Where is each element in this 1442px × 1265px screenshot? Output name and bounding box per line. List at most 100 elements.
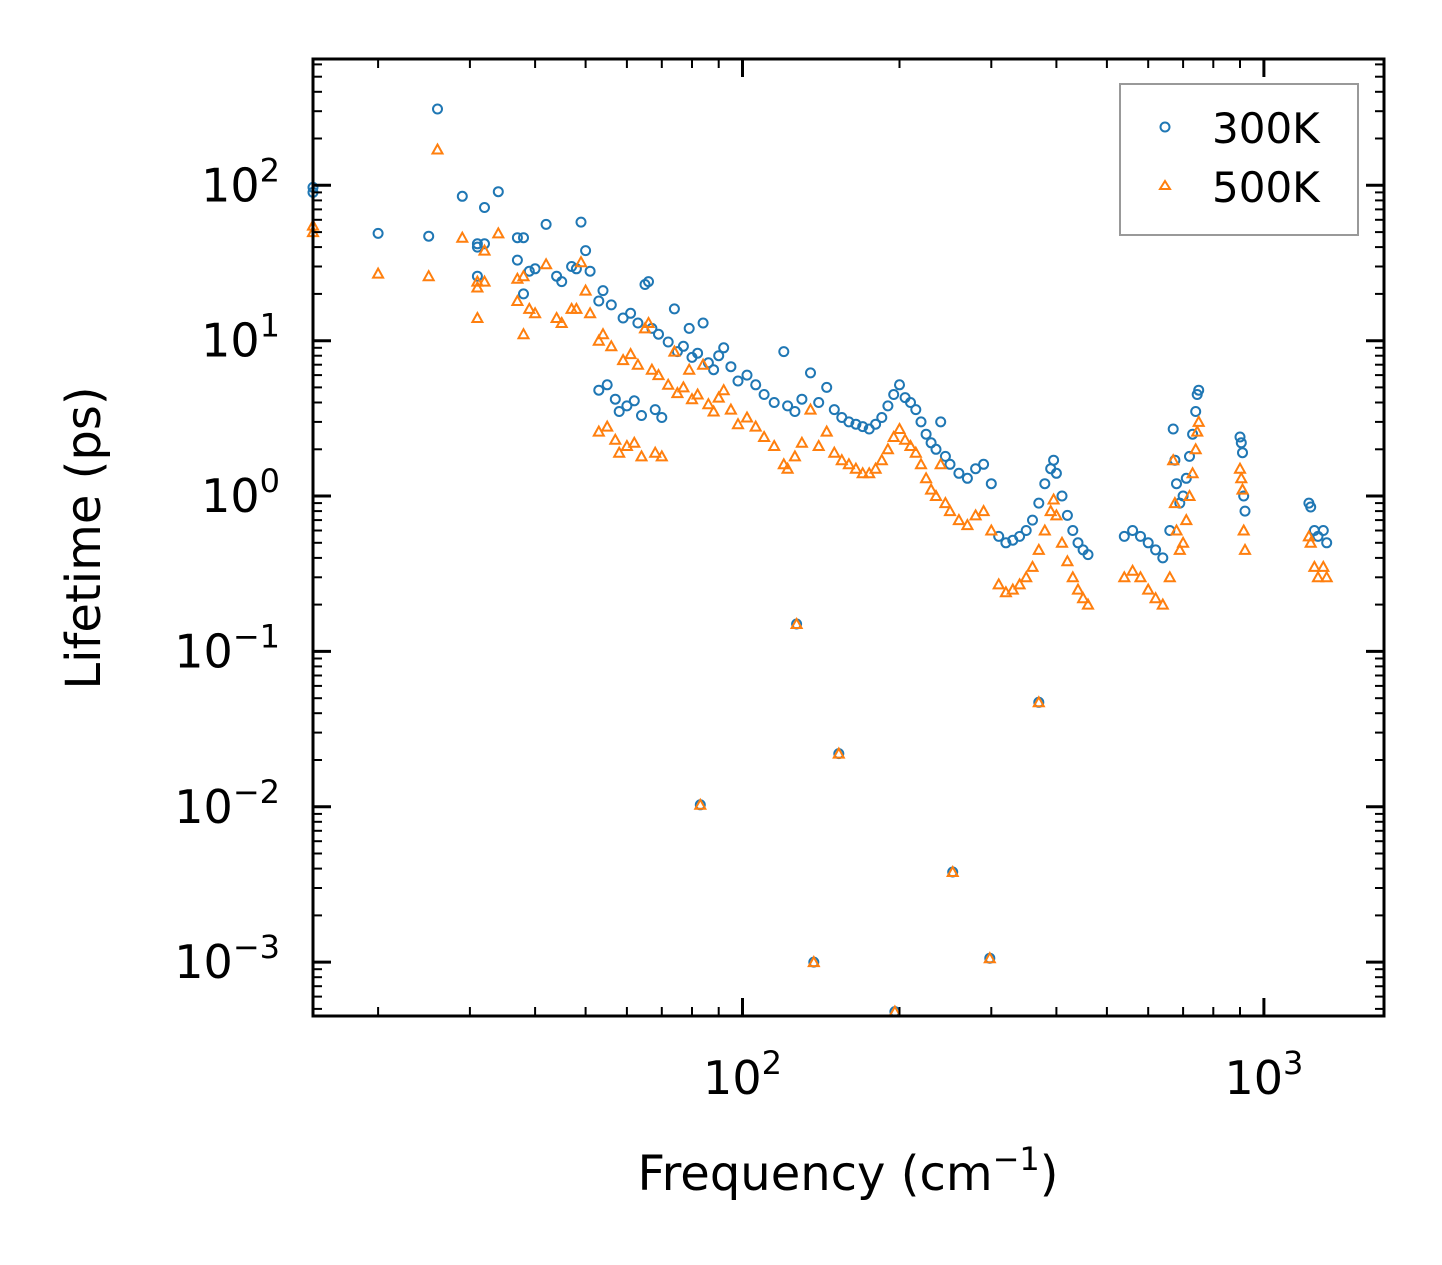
x-tick-label: 102 bbox=[703, 1044, 782, 1105]
point-500k-114 bbox=[1125, 563, 1140, 576]
point-300k-60 bbox=[750, 379, 762, 391]
point-300k-62 bbox=[768, 397, 780, 408]
point-300k-101 bbox=[1027, 514, 1038, 526]
point-500k-61 bbox=[757, 429, 771, 442]
point-500k-117 bbox=[1148, 591, 1163, 604]
point-500k-76 bbox=[868, 461, 883, 474]
point-500k-65 bbox=[788, 449, 802, 462]
point-500k-10 bbox=[477, 274, 492, 287]
point-300k-89 bbox=[939, 450, 951, 462]
point-300k-40 bbox=[643, 276, 654, 288]
point-300k-59 bbox=[741, 369, 753, 381]
point-500k-145 bbox=[832, 746, 846, 759]
point-500k-44 bbox=[655, 449, 669, 462]
point-500k-74 bbox=[856, 466, 870, 479]
point-500k-95 bbox=[984, 523, 998, 536]
point-500k-57 bbox=[724, 402, 738, 415]
point-300k-113 bbox=[1118, 530, 1130, 542]
point-500k-87 bbox=[929, 488, 943, 501]
point-500k-46 bbox=[667, 344, 682, 357]
point-500k-122 bbox=[1169, 523, 1184, 536]
point-300k-88 bbox=[935, 416, 947, 428]
point-300k-37 bbox=[632, 317, 644, 329]
point-300k-27 bbox=[593, 384, 605, 396]
x-axis-label: Frequency (cm−1) bbox=[637, 1140, 1058, 1202]
legend: 300K 500K bbox=[1119, 83, 1359, 236]
point-500k-79 bbox=[887, 429, 901, 442]
point-300k-56 bbox=[718, 342, 730, 354]
point-500k-2 bbox=[371, 266, 385, 279]
point-500k-66 bbox=[795, 435, 809, 448]
y-tick-label: 10−2 bbox=[174, 773, 280, 834]
tick-labels-layer: 102 103 10−3 10−2 10−1 100 101 102 bbox=[174, 151, 1303, 1105]
point-500k-121 bbox=[1168, 496, 1182, 509]
point-300k-109 bbox=[1067, 525, 1079, 536]
point-300k-28 bbox=[597, 285, 609, 297]
point-500k-51 bbox=[690, 387, 705, 400]
point-500k-130 bbox=[1192, 414, 1206, 427]
point-500k-110 bbox=[1071, 582, 1085, 595]
x-axis-label-end: ) bbox=[1040, 1146, 1059, 1202]
point-300k-48 bbox=[677, 340, 689, 352]
point-500k-88 bbox=[934, 457, 948, 470]
point-500k-41 bbox=[645, 362, 659, 375]
point-300k-114 bbox=[1127, 525, 1139, 536]
y-tick-label: 10−3 bbox=[174, 928, 280, 989]
point-300k-108 bbox=[1061, 509, 1073, 521]
point-300k-17 bbox=[529, 263, 541, 275]
point-300k-115 bbox=[1135, 530, 1146, 542]
point-300k-38 bbox=[636, 410, 647, 421]
x-tick-label: 103 bbox=[1224, 1044, 1303, 1105]
point-300k-131 bbox=[1234, 431, 1246, 443]
point-500k-49 bbox=[682, 362, 696, 375]
point-500k-148 bbox=[983, 951, 997, 964]
point-500k-7 bbox=[470, 280, 485, 293]
point-300k-102 bbox=[1033, 497, 1045, 509]
point-500k-86 bbox=[924, 482, 938, 495]
point-500k-59 bbox=[740, 410, 754, 423]
point-500k-100 bbox=[1019, 570, 1033, 583]
point-300k-83 bbox=[910, 404, 922, 416]
point-300k-72 bbox=[843, 416, 855, 428]
point-300k-135 bbox=[1239, 505, 1251, 517]
point-300k-9 bbox=[479, 202, 490, 213]
point-300k-45 bbox=[662, 336, 674, 348]
point-300k-58 bbox=[732, 375, 744, 387]
point-500k-99 bbox=[1012, 577, 1027, 590]
point-300k-82 bbox=[905, 397, 916, 408]
point-500k-78 bbox=[881, 442, 895, 455]
point-300k-117 bbox=[1150, 544, 1162, 556]
point-300k-36 bbox=[628, 395, 640, 407]
point-500k-107 bbox=[1055, 535, 1069, 548]
point-300k-43 bbox=[653, 328, 664, 340]
point-500k-92 bbox=[960, 518, 975, 531]
point-500k-20 bbox=[555, 315, 569, 328]
point-500k-119 bbox=[1163, 570, 1177, 583]
point-300k-30 bbox=[605, 299, 617, 311]
point-300k-106 bbox=[1050, 467, 1062, 479]
point-500k-116 bbox=[1141, 582, 1155, 595]
point-300k-141 bbox=[1321, 537, 1333, 549]
point-500k-142 bbox=[693, 797, 707, 810]
point-300k-100 bbox=[1020, 525, 1032, 536]
point-300k-73 bbox=[850, 418, 862, 430]
point-300k-67 bbox=[805, 367, 816, 379]
point-300k-5 bbox=[456, 190, 468, 202]
point-500k-139 bbox=[1311, 570, 1325, 583]
point-300k-132 bbox=[1235, 437, 1247, 449]
point-500k-109 bbox=[1066, 570, 1080, 583]
point-500k-71 bbox=[835, 453, 849, 466]
point-300k-116 bbox=[1142, 537, 1154, 549]
point-300k-93 bbox=[970, 463, 982, 475]
point-500k-43 bbox=[651, 368, 666, 381]
point-300k-63 bbox=[778, 346, 790, 358]
point-300k-6 bbox=[471, 238, 483, 250]
point-500k-8 bbox=[470, 310, 485, 323]
point-500k-53 bbox=[701, 397, 716, 410]
x-axis-label-main: Frequency (cm bbox=[637, 1146, 992, 1202]
point-300k-65 bbox=[789, 406, 801, 417]
point-300k-29 bbox=[601, 379, 613, 391]
point-500k-62 bbox=[767, 438, 781, 451]
point-500k-132 bbox=[1234, 471, 1248, 484]
